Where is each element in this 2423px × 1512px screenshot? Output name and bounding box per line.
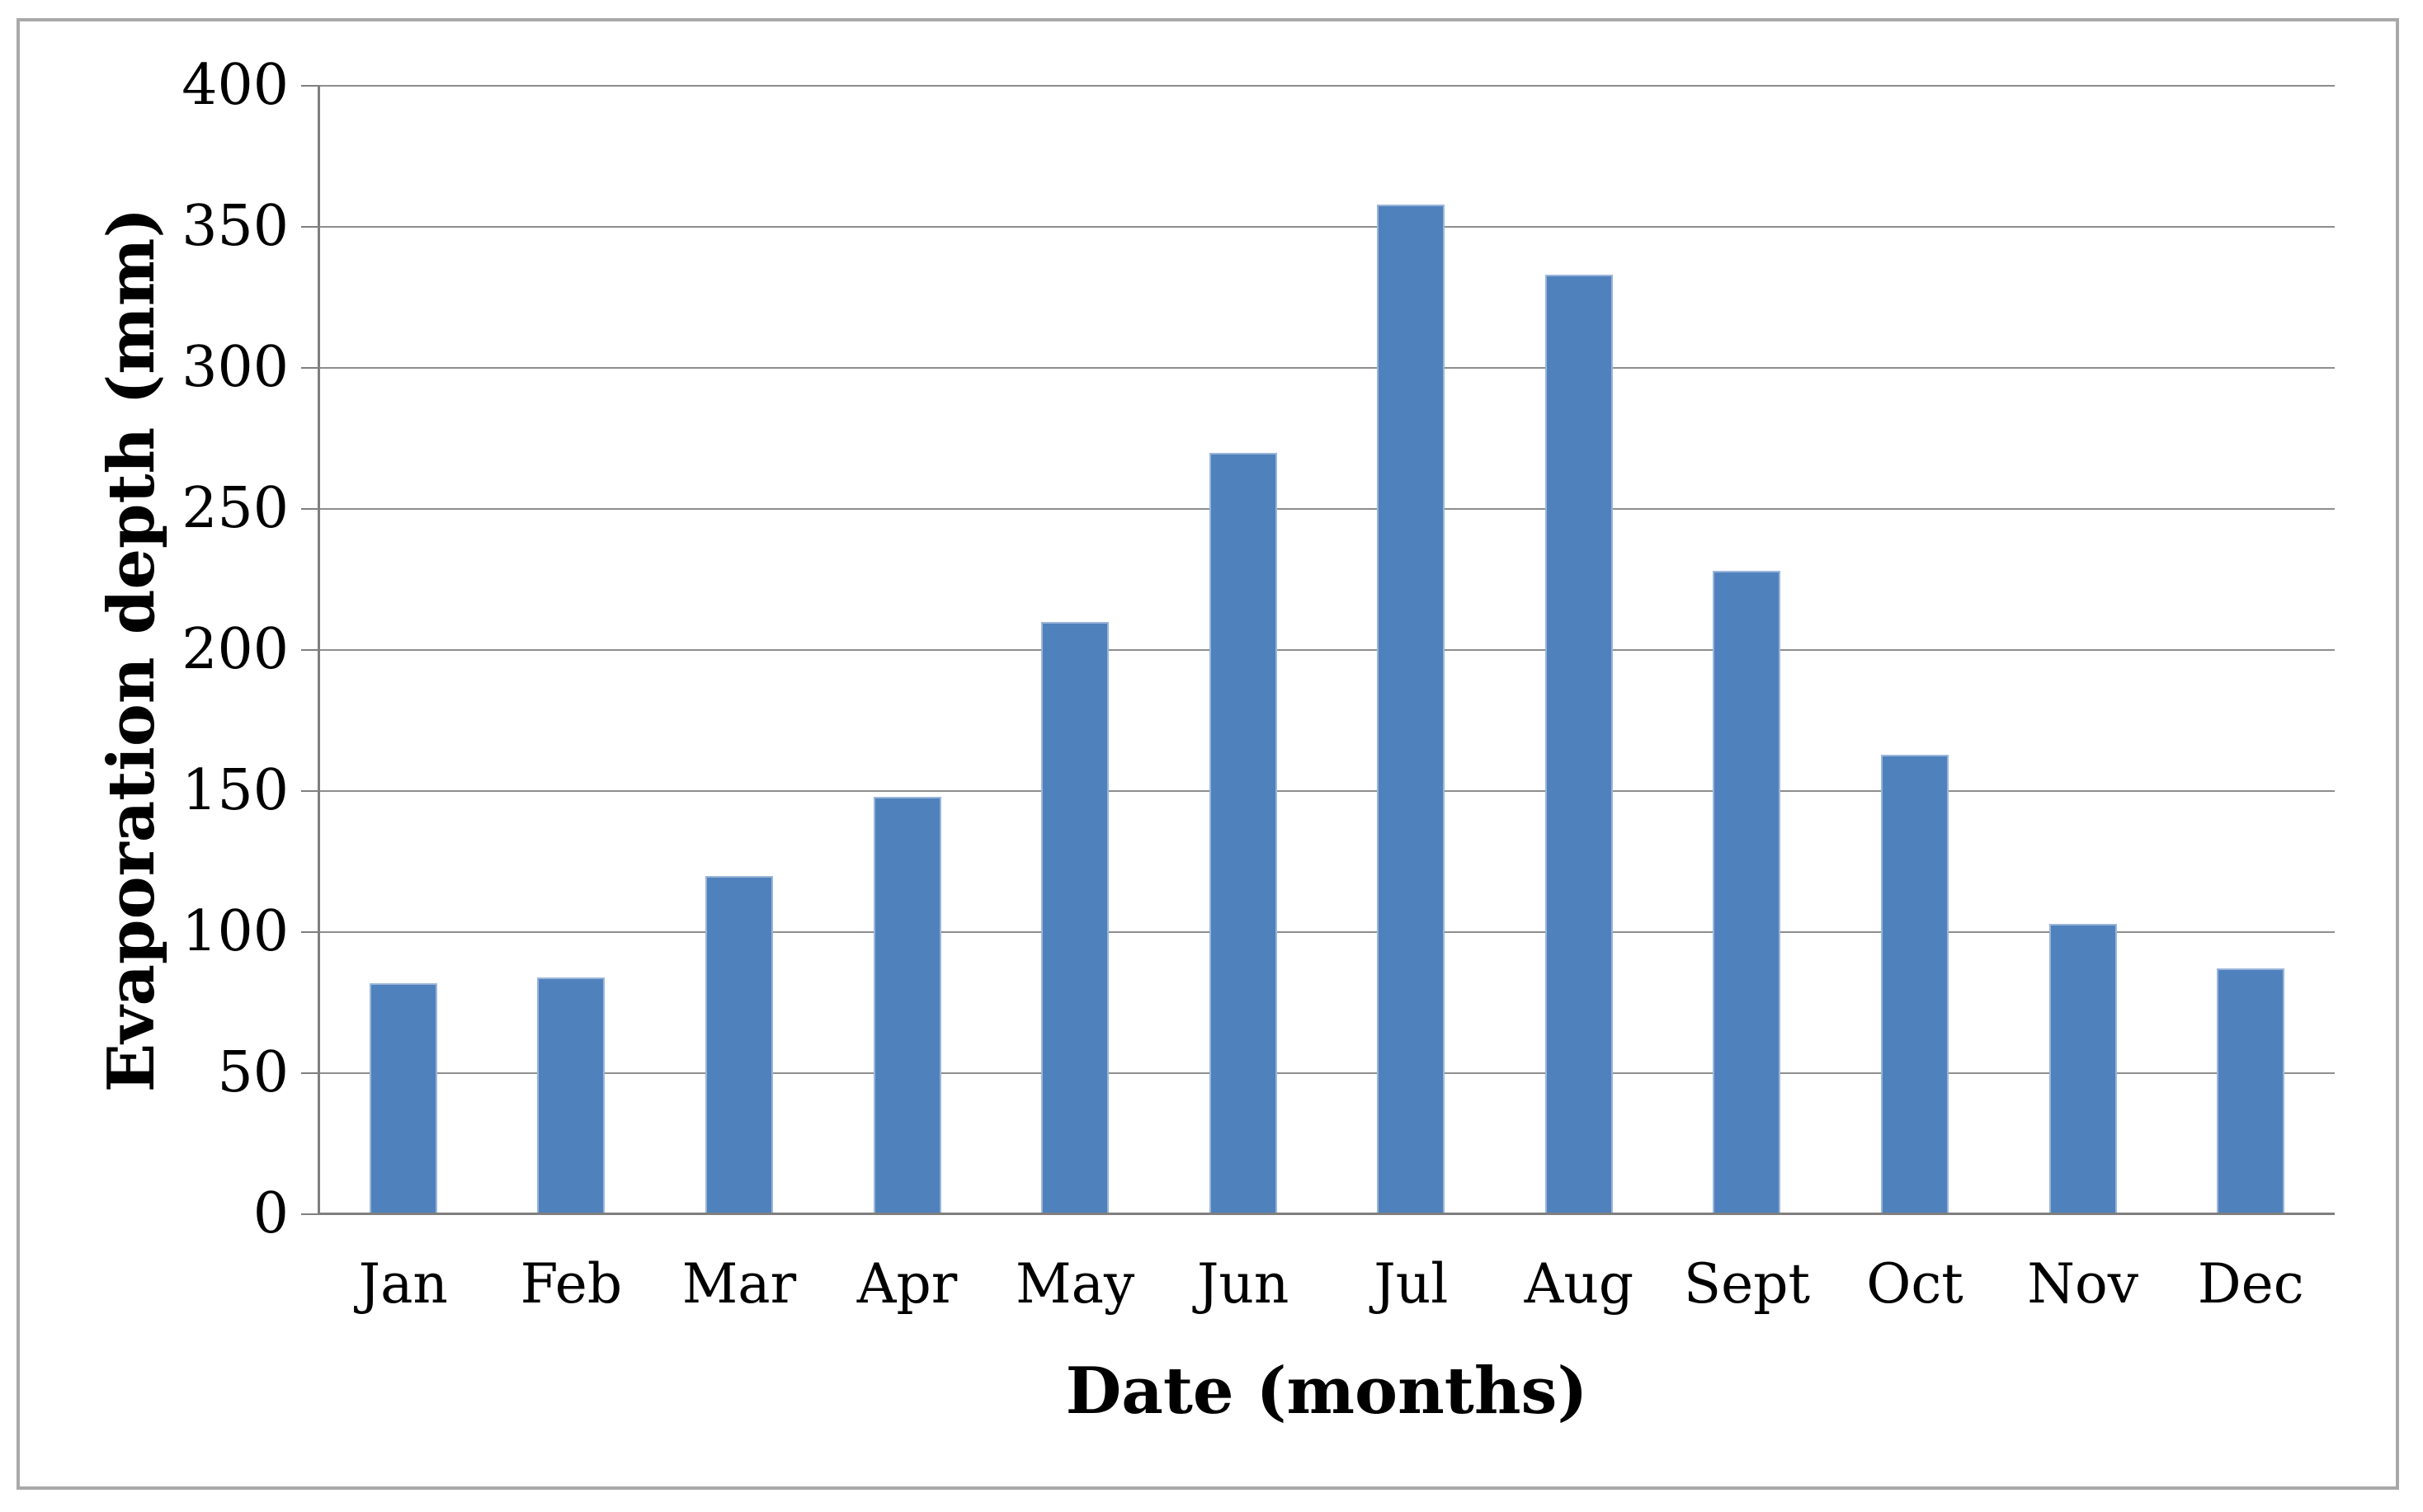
bar-jan	[369, 982, 437, 1214]
gridline-250	[319, 508, 2335, 510]
bar-nov	[2048, 923, 2117, 1214]
bar-mar	[705, 875, 773, 1214]
bar-feb	[537, 977, 606, 1214]
plot-area	[318, 85, 2335, 1215]
x-category-label-feb: Feb	[520, 1252, 623, 1316]
y-axis-line	[318, 86, 320, 1214]
y-tick-mark-350	[301, 226, 319, 228]
x-category-label-oct: Oct	[1866, 1252, 1963, 1316]
y-tick-mark-100	[301, 931, 319, 933]
bar-jun	[1209, 452, 1277, 1214]
x-category-label-jan: Jan	[358, 1252, 448, 1316]
x-category-label-nov: Nov	[2027, 1252, 2139, 1316]
y-tick-mark-250	[301, 508, 319, 510]
x-category-label-apr: Apr	[856, 1252, 958, 1316]
gridline-100	[319, 931, 2335, 933]
bar-aug	[1544, 275, 1613, 1214]
x-axis-title: Date (months)	[1065, 1354, 1588, 1429]
x-category-label-dec: Dec	[2197, 1252, 2304, 1316]
y-tick-label-250: 250	[181, 476, 289, 541]
y-tick-label-300: 300	[181, 335, 289, 400]
y-tick-label-150: 150	[181, 758, 289, 823]
gridline-200	[319, 649, 2335, 651]
gridline-50	[319, 1072, 2335, 1074]
x-category-label-jul: Jul	[1374, 1252, 1449, 1316]
x-category-label-sept: Sept	[1683, 1252, 1810, 1316]
y-tick-label-0: 0	[252, 1181, 289, 1246]
y-tick-label-400: 400	[181, 53, 289, 118]
x-category-label-jun: Jun	[1196, 1252, 1289, 1316]
x-category-label-aug: Aug	[1524, 1252, 1634, 1316]
bar-apr	[873, 796, 941, 1214]
y-tick-mark-200	[301, 649, 319, 651]
y-tick-label-200: 200	[181, 617, 289, 682]
bar-jul	[1377, 204, 1445, 1214]
y-tick-label-100: 100	[181, 899, 289, 964]
bar-oct	[1881, 754, 1949, 1214]
y-tick-mark-300	[301, 367, 319, 369]
y-tick-mark-150	[301, 790, 319, 792]
gridline-400	[319, 85, 2335, 87]
x-category-label-may: May	[1016, 1252, 1135, 1316]
bar-may	[1041, 621, 1110, 1214]
y-tick-label-350: 350	[181, 194, 289, 259]
gridline-300	[319, 367, 2335, 369]
x-axis-line	[319, 1213, 2335, 1215]
y-tick-mark-0	[301, 1213, 319, 1215]
y-tick-label-50: 50	[217, 1040, 289, 1105]
y-tick-mark-50	[301, 1072, 319, 1074]
gridline-350	[319, 226, 2335, 228]
bar-sept	[1713, 571, 1781, 1214]
gridline-150	[319, 790, 2335, 792]
bar-dec	[2217, 968, 2285, 1214]
x-category-label-mar: Mar	[681, 1252, 797, 1316]
y-tick-mark-400	[301, 85, 319, 87]
figure-border	[16, 18, 2399, 1490]
